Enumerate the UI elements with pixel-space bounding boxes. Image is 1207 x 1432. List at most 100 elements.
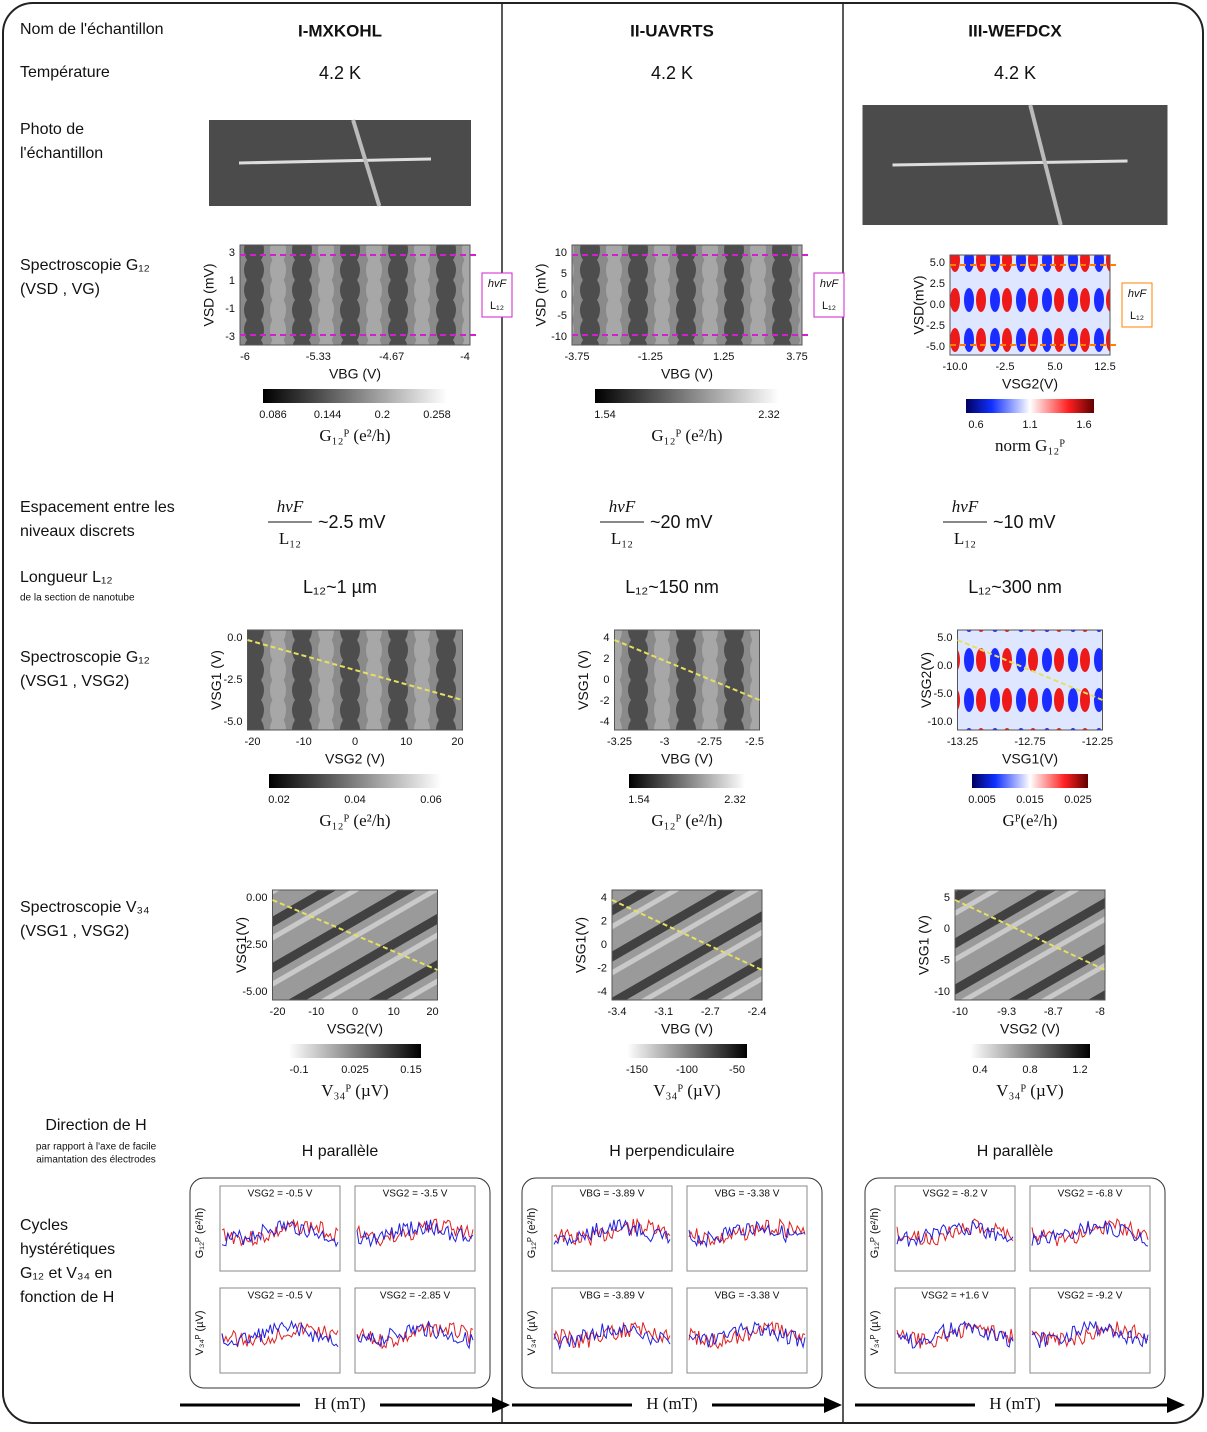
h-arrowhead	[492, 1397, 510, 1413]
text: VSG2 = -8.2 V	[923, 1189, 988, 1200]
text: VSG2 = -0.5 V	[248, 1189, 313, 1200]
text: -3.75	[564, 351, 589, 363]
cycle-trace	[553, 1321, 671, 1349]
cycle-trace	[1031, 1218, 1149, 1247]
text: 0	[352, 1006, 358, 1018]
text: -100	[676, 1064, 698, 1076]
text: V₃₄ᴾ (µV)	[869, 1311, 881, 1356]
electrode	[1028, 104, 1063, 226]
level-box	[813, 272, 845, 318]
text: (VSG1 , VSG2)	[20, 673, 129, 690]
plot-image	[611, 889, 763, 1001]
text: de la section de nanotube	[20, 593, 135, 604]
cycles-box	[864, 1177, 1166, 1389]
text: -10.0	[927, 716, 952, 728]
text: -12.75	[1014, 736, 1045, 748]
text: 0.04	[344, 794, 365, 806]
text: 2.32	[724, 794, 745, 806]
text: -8	[1095, 1006, 1105, 1018]
text: hvF	[820, 278, 840, 290]
guide-line	[957, 639, 1103, 701]
text: -5.00	[242, 986, 267, 998]
text: 0.0	[930, 299, 945, 311]
text: 4	[603, 632, 609, 644]
cycle-trace	[553, 1323, 671, 1351]
text: -4	[460, 351, 470, 363]
h-label-bg	[632, 1393, 712, 1417]
text: aimantation des électrodes	[36, 1155, 156, 1166]
text: -5.33	[306, 351, 331, 363]
text: Spectroscopie G₁₂	[20, 257, 150, 274]
text: 0.15	[400, 1064, 421, 1076]
colorbar	[629, 774, 745, 788]
cycle-trace	[896, 1220, 1014, 1247]
text: 0.025	[341, 1064, 369, 1076]
text: VBG (V)	[661, 1021, 713, 1037]
text: -10.0	[942, 361, 967, 373]
text: Longueur L₁₂	[20, 569, 113, 586]
text: VSG2(V)	[918, 652, 934, 708]
text: V₃₄ᴾ (µV)	[194, 1311, 206, 1356]
guide-line	[614, 639, 760, 701]
text: G₁₂ᴾ (e²/h)	[869, 1208, 881, 1258]
text: hvF	[277, 497, 304, 516]
text: (VSD , VG)	[20, 281, 100, 298]
text: 0.00	[246, 892, 267, 904]
text: -10	[296, 736, 312, 748]
text: 4	[601, 892, 607, 904]
text: -10	[934, 986, 950, 998]
text: -12.25	[1082, 736, 1113, 748]
text: 0.025	[1064, 794, 1092, 806]
text: -2	[597, 962, 607, 974]
text: VSG2 (V)	[1000, 1021, 1060, 1037]
text: 5.0	[937, 632, 952, 644]
text: 5	[561, 268, 567, 280]
text: 5.0	[930, 257, 945, 269]
text: VSG2 = +1.6 V	[921, 1291, 989, 1302]
cycle-trace	[356, 1219, 474, 1248]
cycle-panel	[354, 1185, 476, 1272]
text: -5.0	[926, 341, 945, 353]
text: 4.2 K	[994, 63, 1036, 83]
text: -2.5	[926, 320, 945, 332]
level-box	[481, 272, 513, 318]
h-arrowhead	[824, 1397, 842, 1413]
cycle-trace	[896, 1320, 1014, 1349]
text: G₁₂ᴾ (e²/h)	[319, 426, 390, 445]
text: V₃₄ᴾ (µV)	[996, 1081, 1063, 1100]
text: VBG = -3.89 V	[580, 1189, 645, 1200]
text: 3	[229, 247, 235, 259]
text: L₁₂~1 µm	[303, 577, 377, 597]
cycle-trace	[221, 1218, 339, 1247]
text: VSG2 = -0.5 V	[248, 1291, 313, 1302]
text: 0.06	[420, 794, 441, 806]
text: -5	[940, 955, 950, 967]
text: -2	[600, 695, 610, 707]
text: Cycles	[20, 1217, 68, 1234]
cycle-trace	[221, 1322, 339, 1348]
cycle-trace	[688, 1321, 806, 1349]
text: -50	[729, 1064, 745, 1076]
text: niveaux discrets	[20, 523, 135, 540]
text: VBG = -3.38 V	[715, 1189, 780, 1200]
text: VSG1 (V)	[916, 915, 932, 975]
text: -150	[626, 1064, 648, 1076]
text: -2.5	[224, 674, 243, 686]
text: -20	[270, 1006, 286, 1018]
text: G₁₂ᴾ (e²/h)	[651, 811, 722, 830]
cycle-trace	[688, 1220, 806, 1249]
colorbar	[269, 774, 441, 788]
text: V₃₄ᴾ (µV)	[321, 1081, 388, 1100]
text: 0.02	[268, 794, 289, 806]
colorbar	[263, 389, 447, 403]
text: -10	[551, 331, 567, 343]
text: H parallèle	[302, 1143, 379, 1160]
text: hvF	[609, 497, 636, 516]
text: 0.2	[375, 409, 390, 421]
text: VBG = -3.38 V	[715, 1291, 780, 1302]
cycles-box	[189, 1177, 491, 1389]
text: 0.144	[314, 409, 342, 421]
text: 0.0	[227, 632, 242, 644]
